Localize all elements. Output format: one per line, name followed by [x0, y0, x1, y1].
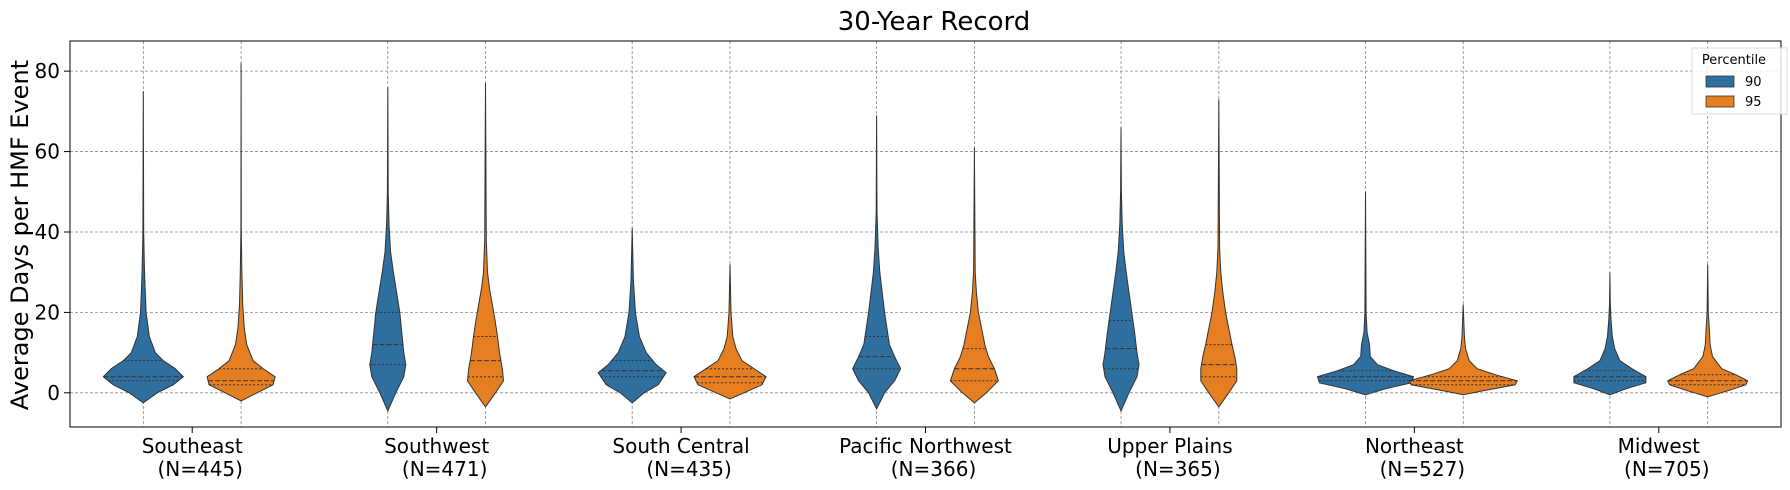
violin-pacific-northwest-95	[949, 147, 999, 404]
x-tick-count-southeast: (N=445)	[157, 457, 243, 481]
violin-midwest-95	[1667, 264, 1749, 398]
violin-upper-plains-95	[1200, 99, 1238, 408]
y-axis-label: Average Days per HMF Event	[6, 60, 34, 410]
violin-southwest-95	[466, 83, 505, 408]
x-tick-label-south-central: South Central	[612, 434, 749, 458]
violin-south-central-90	[597, 227, 667, 404]
violin-midwest-90	[1573, 272, 1647, 396]
violin-northeast-90	[1316, 191, 1415, 396]
x-tick-count-upper-plains: (N=365)	[1135, 457, 1221, 481]
x-tick-count-midwest: (N=705)	[1624, 457, 1710, 481]
violin-south-central-95	[693, 264, 767, 400]
x-tick-label-northeast: Northeast	[1365, 434, 1464, 458]
grid-lines	[70, 41, 1781, 427]
y-tick-label-20: 20	[35, 300, 60, 324]
violin-pacific-northwest-90	[852, 115, 902, 411]
legend: Percentile 90 95	[1691, 47, 1788, 115]
x-tick-label-southeast: Southeast	[142, 434, 243, 458]
legend-swatch-95	[1705, 95, 1735, 108]
x-tick-count-southwest: (N=471)	[402, 457, 488, 481]
x-tick-count-south-central: (N=435)	[646, 457, 732, 481]
x-tick-label-midwest: Midwest	[1618, 434, 1701, 458]
x-tick-count-northeast: (N=527)	[1380, 457, 1466, 481]
y-tick-label-80: 80	[35, 59, 60, 83]
x-tick-count-pacific-northwest: (N=366)	[891, 457, 977, 481]
violin-southeast-90	[102, 91, 185, 404]
violin-upper-plains-90	[1102, 127, 1140, 413]
violin-southeast-95	[206, 63, 276, 402]
chart-title: 30-Year Record	[838, 7, 1031, 37]
plot-frame	[69, 40, 1782, 428]
violin-plot-area	[102, 63, 1749, 413]
y-tick-label-0: 0	[47, 381, 60, 405]
legend-title: Percentile	[1702, 53, 1766, 68]
legend-label-95: 95	[1745, 95, 1762, 110]
legend-label-90: 90	[1745, 75, 1762, 90]
x-tick-label-upper-plains: Upper Plains	[1107, 434, 1232, 458]
y-tick-label-60: 60	[35, 140, 60, 164]
x-tick-label-southwest: Southwest	[384, 434, 489, 458]
x-tick-label-pacific-northwest: Pacific Northwest	[839, 434, 1012, 458]
violin-southwest-90	[369, 87, 407, 413]
y-tick-label-40: 40	[35, 220, 60, 244]
legend-swatch-90	[1705, 75, 1735, 88]
axes: 0 20 40 60 80 Southeast(N=445) Southwest(N=471…	[35, 40, 1782, 481]
